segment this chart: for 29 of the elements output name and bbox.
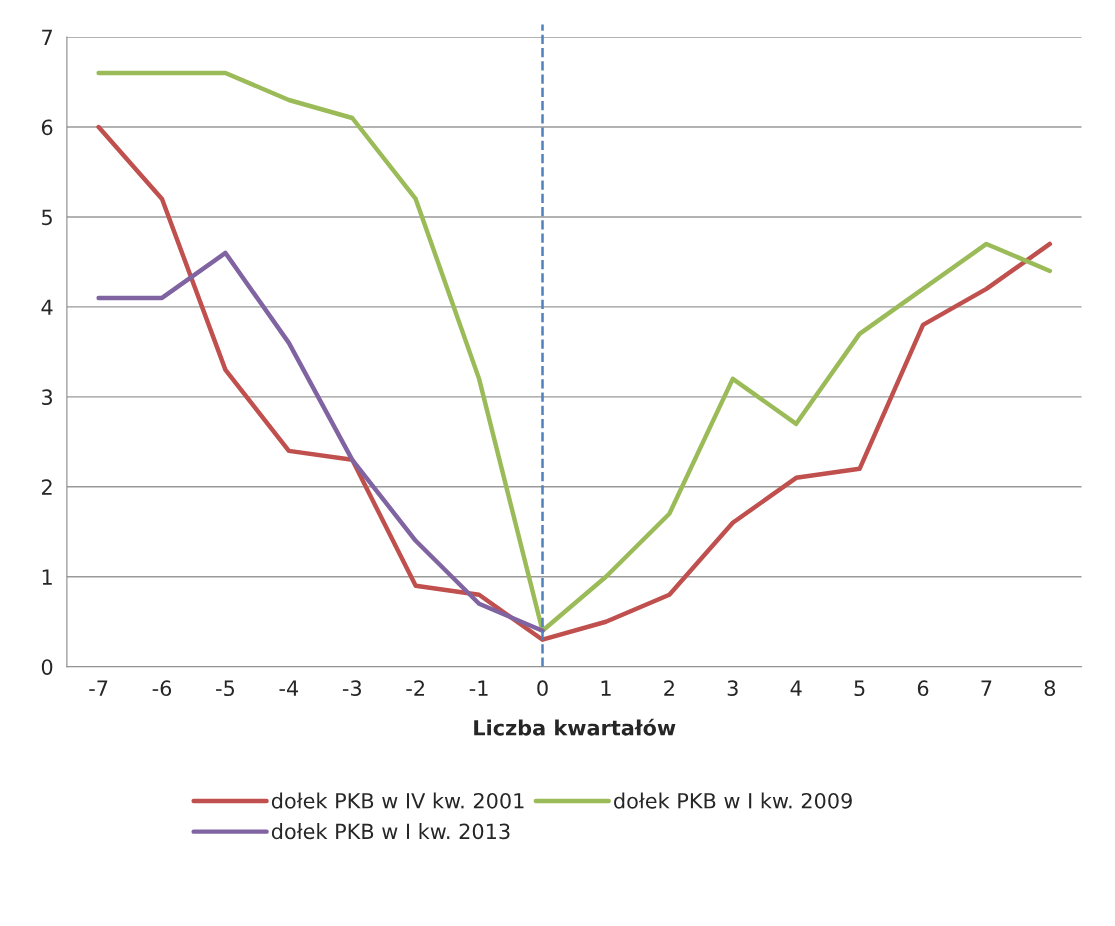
- y-tick-label: 4: [41, 299, 53, 315]
- x-tick-label: 6: [917, 680, 929, 697]
- x-axis-title: Liczba kwartałów: [474, 718, 676, 736]
- y-tick-label: 0: [41, 659, 53, 675]
- x-tick-label: -2: [406, 680, 424, 696]
- line-series: [96, 250, 545, 633]
- legend-label: dołek PKB w I kw. 2013: [271, 823, 510, 840]
- legend-label: dołek PKB w I kw. 2009: [614, 792, 852, 809]
- x-tick-label: -7: [89, 680, 108, 696]
- x-tick-label: -6: [152, 680, 172, 697]
- x-tick-label: 8: [1044, 680, 1056, 697]
- y-tick-label: 5: [42, 209, 52, 226]
- x-tick-label: -5: [216, 680, 235, 697]
- x-tick-label: 5: [854, 680, 865, 697]
- y-tick-label: 1: [42, 569, 52, 585]
- x-tick-label: -3: [342, 680, 361, 697]
- y-tick-label: 2: [41, 479, 52, 495]
- x-tick-label: -4: [279, 680, 299, 696]
- x-tick-label: 1: [601, 680, 611, 696]
- y-tick-label: 3: [42, 389, 53, 406]
- x-tick-label: 0: [537, 680, 548, 697]
- x-tick-label: 4: [790, 680, 802, 696]
- x-tick-label: 7: [981, 680, 992, 696]
- y-tick-label: 6: [41, 119, 53, 136]
- legend-label: dołek PKB w IV kw. 2001: [271, 792, 524, 809]
- y-tick-label: 7: [42, 29, 52, 45]
- x-tick-label: 3: [727, 680, 738, 697]
- x-tick-label: 2: [664, 680, 674, 696]
- x-tick-label: -1: [469, 680, 488, 696]
